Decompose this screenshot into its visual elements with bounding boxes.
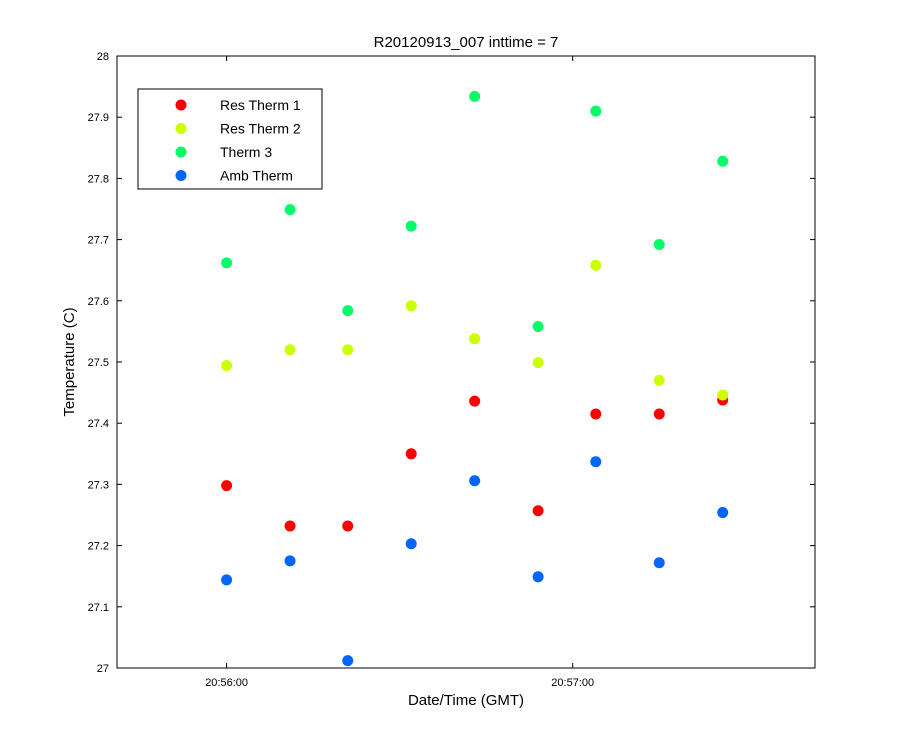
point-amb-therm: [469, 475, 481, 487]
legend-marker-res-therm-2: [175, 123, 187, 134]
point-amb-therm: [284, 555, 296, 567]
point-res-therm-2: [284, 344, 296, 356]
legend-label-res-therm-2: Res Therm 2: [220, 121, 301, 137]
y-tick-label: 27.4: [88, 418, 109, 430]
legend-label-res-therm-1: Res Therm 1: [220, 97, 301, 113]
point-amb-therm: [653, 557, 665, 569]
legend-marker-res-therm-1: [175, 99, 187, 111]
point-amb-therm: [590, 456, 602, 468]
point-therm-3: [342, 305, 354, 317]
y-tick-label: 27.3: [88, 479, 109, 491]
point-res-therm-1: [590, 408, 602, 420]
point-res-therm-2: [469, 333, 481, 345]
legend-label-amb-therm: Amb Therm: [220, 168, 293, 184]
point-res-therm-2: [590, 259, 602, 271]
y-tick-label: 27: [97, 663, 109, 675]
x-axis-label: Date/Time (GMT): [408, 692, 524, 709]
point-res-therm-1: [469, 395, 481, 407]
point-res-therm-1: [342, 520, 354, 532]
point-res-therm-1: [405, 448, 417, 460]
point-res-therm-2: [653, 374, 665, 386]
y-tick-label: 27.6: [88, 296, 109, 308]
legend-marker-amb-therm: [175, 170, 187, 181]
y-tick-label: 27.5: [88, 357, 109, 369]
y-tick-label: 27.8: [88, 173, 109, 185]
y-tick-label: 28: [97, 51, 109, 63]
point-therm-3: [653, 238, 665, 250]
point-therm-3: [469, 90, 481, 102]
point-amb-therm: [532, 571, 544, 583]
point-amb-therm: [342, 655, 354, 667]
point-therm-3: [284, 204, 296, 216]
point-res-therm-2: [532, 357, 544, 369]
point-res-therm-1: [653, 408, 665, 420]
point-res-therm-1: [221, 480, 233, 492]
point-amb-therm: [717, 507, 729, 519]
y-tick-label: 27.9: [88, 112, 109, 124]
point-res-therm-2: [405, 300, 417, 312]
legend: Res Therm 1 Res Therm 2 Therm 3 Amb Therm: [137, 88, 323, 190]
point-therm-3: [717, 155, 729, 167]
x-tick-label: 20:57:00: [551, 677, 594, 689]
chart-title: R20120913_007 inttime = 7: [374, 34, 559, 51]
point-res-therm-2: [342, 344, 354, 356]
data-points: [221, 90, 729, 667]
y-axis: 27 27.1 27.2 27.3 27.4 27.5 27.6 27.7 27.8 27.9 28: [88, 51, 815, 675]
point-therm-3: [590, 105, 602, 117]
legend-label-therm-3: Therm 3: [220, 144, 272, 160]
point-amb-therm: [405, 538, 417, 550]
x-tick-label: 20:56:00: [205, 677, 248, 689]
x-axis: 20:56:00 20:57:00: [205, 56, 594, 689]
point-res-therm-1: [284, 520, 296, 532]
point-therm-3: [532, 321, 544, 333]
legend-marker-therm-3: [175, 146, 187, 158]
point-res-therm-2: [717, 389, 729, 401]
legend-box: [137, 88, 323, 190]
point-res-therm-2: [221, 360, 233, 372]
point-amb-therm: [221, 574, 233, 586]
y-tick-label: 27.7: [88, 235, 109, 247]
point-res-therm-1: [532, 505, 544, 517]
point-therm-3: [405, 220, 417, 232]
y-axis-label: Temperature (C): [61, 307, 78, 416]
point-therm-3: [221, 257, 233, 269]
y-tick-label: 27.2: [88, 541, 109, 553]
y-tick-label: 27.1: [88, 602, 109, 614]
